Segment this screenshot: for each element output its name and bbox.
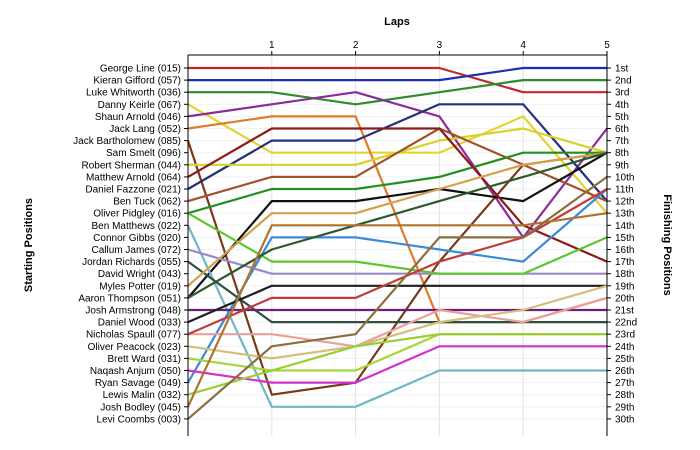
starting-position-label: Oliver Pidgley (016)	[93, 209, 181, 220]
plot-frame	[184, 51, 611, 436]
starting-position-label: Jordan Richards (055)	[82, 257, 181, 268]
x-tick-label: 3	[437, 40, 443, 51]
starting-position-label: Robert Sherman (044)	[82, 160, 182, 171]
finishing-position-label: 30th	[615, 414, 634, 425]
finishing-position-label: 13th	[615, 209, 634, 220]
x-tick-label: 1	[269, 40, 275, 51]
finishing-position-label: 15th	[615, 233, 634, 244]
finishing-position-label: 28th	[615, 390, 634, 401]
finishing-position-label: 23rd	[615, 330, 635, 341]
series-line-12	[187, 151, 608, 299]
starting-position-label: Callum James (072)	[92, 245, 181, 256]
finishing-position-label: 11th	[615, 185, 634, 196]
series-line-9	[188, 127, 608, 166]
series-line-26	[187, 345, 607, 384]
y-axis-label-left: Starting Positions	[23, 198, 35, 292]
series-line-28	[187, 333, 607, 396]
series-line-13	[187, 127, 608, 263]
finishing-position-label: 2nd	[615, 76, 632, 87]
starting-position-label: Nicholas Spaull (077)	[86, 330, 181, 341]
finishing-position-label: 4th	[615, 100, 629, 111]
starting-position-label: Ben Matthews (022)	[92, 221, 182, 232]
y-axis-label-right: Finishing Positions	[661, 194, 673, 295]
starting-position-label: David Wright (043)	[98, 269, 181, 280]
series-line-19	[187, 151, 608, 287]
series-lines	[186, 66, 608, 420]
series-line-24	[187, 284, 608, 360]
series-line-4	[187, 103, 608, 214]
starting-position-label: Aaron Thompson (051)	[78, 293, 181, 304]
finishing-position-label: 18th	[615, 269, 634, 280]
starting-position-label: Daniel Fazzone (021)	[85, 185, 181, 196]
finishing-position-label: 22nd	[615, 318, 637, 329]
x-tick-label: 2	[353, 40, 359, 51]
starting-position-label: Danny Keirle (067)	[98, 100, 181, 111]
finishing-position-label: 7th	[615, 136, 629, 147]
starting-position-label: Sam Smelt (096)	[106, 148, 181, 159]
finishing-position-label: 17th	[615, 257, 634, 268]
starting-position-label: Levi Coombs (003)	[97, 414, 181, 425]
finishing-position-label: 24th	[615, 342, 634, 353]
starting-position-label: Myles Potter (019)	[99, 281, 181, 292]
starting-position-label: Oliver Peacock (023)	[88, 342, 181, 353]
chart-title: Laps	[384, 16, 410, 28]
finishing-position-label: 9th	[615, 160, 629, 171]
finishing-position-label: 25th	[615, 354, 634, 365]
starting-position-label: Luke Whitworth (036)	[86, 88, 181, 99]
series-line-17	[187, 260, 607, 324]
x-tick-label: 5	[604, 40, 610, 51]
starting-position-label: Shaun Arnold (046)	[95, 112, 181, 123]
starting-position-label: Josh Bodley (045)	[100, 402, 181, 413]
starting-position-label: Naqash Anjum (050)	[90, 366, 181, 377]
series-line-27	[187, 188, 608, 336]
starting-position-label: Kieran Gifford (057)	[93, 76, 181, 87]
series-line-14	[187, 224, 607, 408]
finishing-position-label: 27th	[615, 378, 634, 389]
series-line-23	[188, 296, 608, 348]
finishing-position-label: 21st	[615, 306, 634, 317]
finishing-position-label: 8th	[615, 148, 629, 159]
finishing-position-labels: 1st2nd3rd4th5th6th7th8th9th10th11th12th1…	[615, 64, 637, 426]
starting-position-label: George Line (015)	[100, 64, 181, 75]
starting-position-label: Lewis Malin (032)	[103, 390, 181, 401]
series-line-11	[187, 151, 607, 215]
series-line-16	[187, 248, 607, 275]
starting-position-label: Matthew Arnold (064)	[86, 172, 181, 183]
finishing-position-label: 14th	[615, 221, 634, 232]
finishing-position-label: 29th	[615, 402, 634, 413]
finishing-position-label: 6th	[615, 124, 629, 135]
series-line-8	[187, 103, 608, 202]
starting-position-labels: George Line (015)Kieran Gifford (057)Luk…	[73, 64, 181, 426]
series-line-3	[188, 78, 607, 106]
starting-position-label: Jack Lang (052)	[109, 124, 181, 135]
finishing-position-label: 20th	[615, 293, 634, 304]
series-line-6	[187, 115, 608, 324]
starting-position-label: Connor Gibbs (020)	[93, 233, 181, 244]
series-line-10	[187, 127, 608, 203]
finishing-position-label: 12th	[615, 197, 634, 208]
series-line-29	[187, 212, 608, 408]
finishing-position-label: 26th	[615, 366, 634, 377]
starting-position-label: Jack Bartholomew (085)	[73, 136, 181, 147]
finishing-position-label: 10th	[615, 172, 634, 183]
finishing-position-label: 5th	[615, 112, 629, 123]
series-line-1	[188, 66, 607, 94]
finishing-position-label: 1st	[615, 64, 629, 75]
series-line-2	[188, 66, 607, 82]
finishing-position-label: 16th	[615, 245, 634, 256]
finishing-position-label: 19th	[615, 281, 634, 292]
starting-position-label: Daniel Wood (033)	[98, 318, 181, 329]
series-line-30	[187, 176, 608, 420]
starting-position-label: Ryan Savage (049)	[95, 378, 181, 389]
starting-position-label: Josh Armstrong (048)	[85, 306, 181, 317]
x-tick-labels: 1 2 3 4 5	[269, 40, 610, 51]
series-line-5	[187, 91, 608, 239]
starting-position-label: Ben Tuck (062)	[113, 197, 181, 208]
x-tick-label: 4	[520, 40, 526, 51]
series-line-15	[187, 188, 608, 384]
starting-position-label: Brett Ward (031)	[107, 354, 181, 365]
finishing-position-label: 3rd	[615, 88, 629, 99]
